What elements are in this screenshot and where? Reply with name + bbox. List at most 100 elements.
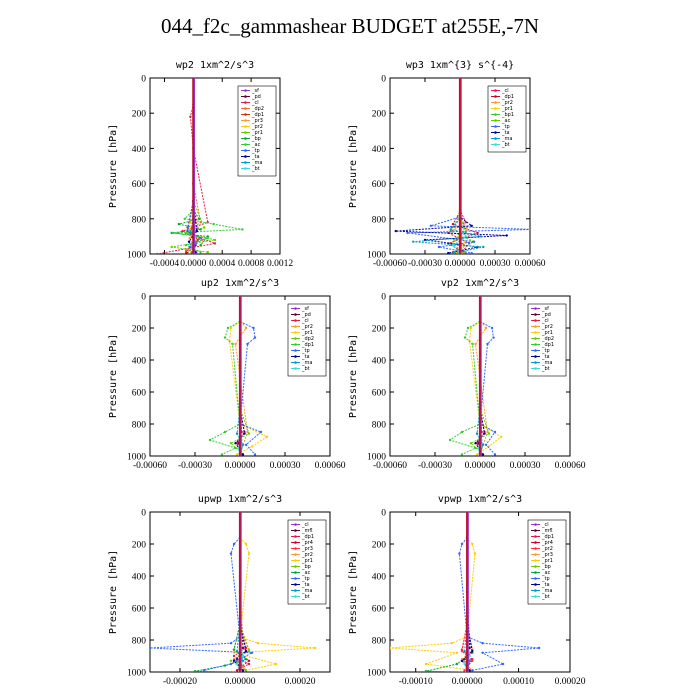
series-point (244, 326, 248, 330)
y-tick-label: 400 (372, 145, 387, 155)
y-tick-label: 1000 (127, 453, 146, 463)
legend-entry: _dp1 (541, 534, 554, 540)
series-point (531, 228, 533, 230)
series-point (455, 662, 459, 666)
series-point (490, 326, 494, 330)
series-point (229, 326, 233, 330)
series-point (234, 446, 237, 450)
panel-3: up2 1xm^2/s^3 Pressure [hPa] 0 200 400 600 800… (108, 278, 346, 471)
panel-1: wp2 1xm^2/s^3 Pressure [hPa] 0 200 400 600 800… (108, 60, 293, 269)
series-point (241, 646, 245, 650)
panel-6: vpwp 1xm^2/s^3 Pressure [hPa] 0 200 400 600 80… (348, 494, 586, 687)
y-axis-label: Pressure [hPa] (108, 550, 119, 634)
y-tick-label: 1000 (367, 453, 386, 463)
legend-marker (244, 125, 247, 128)
series-point (195, 242, 198, 245)
legend-marker (294, 583, 297, 586)
legend-entry: _tp (301, 576, 310, 582)
series-point (486, 430, 489, 434)
series-line-dp1 (208, 296, 241, 455)
series-point (481, 443, 485, 446)
legend-marker (494, 137, 497, 140)
legend: _sf_pd_cl_dp2_dp1_pr3_pr2_pr1_bp_ac_tp_t… (237, 85, 277, 177)
legend-marker (534, 565, 537, 568)
y-tick-label: 800 (372, 421, 387, 431)
legend-entry: _ta (541, 582, 550, 588)
series-line-bp (171, 78, 209, 246)
series-line-pr1 (468, 296, 502, 455)
series-point (451, 222, 455, 226)
series-point (199, 237, 202, 240)
series-point (469, 326, 473, 330)
series-point (183, 217, 186, 220)
legend-marker (534, 577, 537, 580)
page-title: 044_f2c_gammashear BUDGET at255E,-7N (160, 14, 540, 38)
series-point (253, 336, 257, 339)
y-tick-label: 800 (132, 215, 147, 225)
series-line-dp1 (447, 78, 479, 254)
series-point (479, 235, 483, 238)
series-point (468, 669, 471, 672)
series-point (244, 669, 248, 672)
series-point (171, 231, 175, 235)
legend-marker (494, 101, 497, 104)
y-tick-label: 400 (372, 357, 387, 367)
legend-entry: _ac (541, 570, 551, 576)
legend-entry: _tp (541, 348, 550, 354)
series-point (195, 229, 199, 233)
y-axis-label: Pressure [hPa] (348, 334, 359, 418)
legend-entry: _ta (251, 154, 260, 160)
legend-marker (534, 523, 537, 526)
x-tick-label: -0.00060 (373, 259, 407, 269)
series-point (537, 646, 541, 650)
x-tick-label: 0.0000 (180, 259, 206, 269)
series-point (231, 342, 234, 346)
series-point (206, 251, 209, 254)
series-point (470, 224, 473, 227)
series-point (460, 430, 464, 434)
legend-marker (494, 95, 497, 98)
series-point (463, 336, 467, 339)
legend-marker (244, 155, 247, 158)
y-tick-label: 0 (141, 75, 146, 85)
legend-marker (534, 571, 537, 574)
series-point (259, 430, 263, 434)
y-axis-label: Pressure [hPa] (108, 124, 119, 208)
series-point (220, 453, 224, 456)
legend-marker (534, 367, 537, 370)
series-point (406, 231, 409, 235)
series-point (184, 244, 188, 247)
y-tick-label: 800 (132, 637, 147, 647)
x-tick-label: 0.00060 (515, 259, 546, 269)
legend-marker (294, 349, 297, 352)
x-tick-label: 0.00030 (480, 259, 511, 269)
x-tick-label: -0.00060 (373, 461, 407, 471)
series-point (188, 228, 191, 231)
y-tick-label: 600 (372, 389, 387, 399)
series-group (390, 512, 541, 672)
series-point (170, 245, 173, 249)
legend-marker (294, 559, 297, 562)
legend-entry: _ta (501, 130, 510, 136)
y-tick-label: 200 (132, 110, 147, 120)
series-line-ta (395, 78, 507, 254)
legend-entry: _pr4 (301, 540, 313, 546)
legend-entry: _ma (541, 360, 552, 366)
series-point (424, 670, 428, 672)
series-point (463, 650, 466, 653)
legend-marker (294, 331, 297, 334)
series-point (475, 432, 479, 435)
series-point (486, 342, 489, 346)
series-line-tp (150, 512, 254, 671)
series-point (471, 542, 474, 546)
series-point (469, 442, 473, 445)
series-point (483, 432, 486, 435)
legend-marker (294, 571, 297, 574)
series-point (196, 238, 199, 242)
legend-marker (244, 113, 247, 116)
series-point (492, 336, 495, 339)
series-point (234, 442, 237, 445)
series-point (232, 542, 236, 546)
legend-marker (534, 319, 537, 322)
x-tick-label: -0.0004 (150, 259, 180, 269)
